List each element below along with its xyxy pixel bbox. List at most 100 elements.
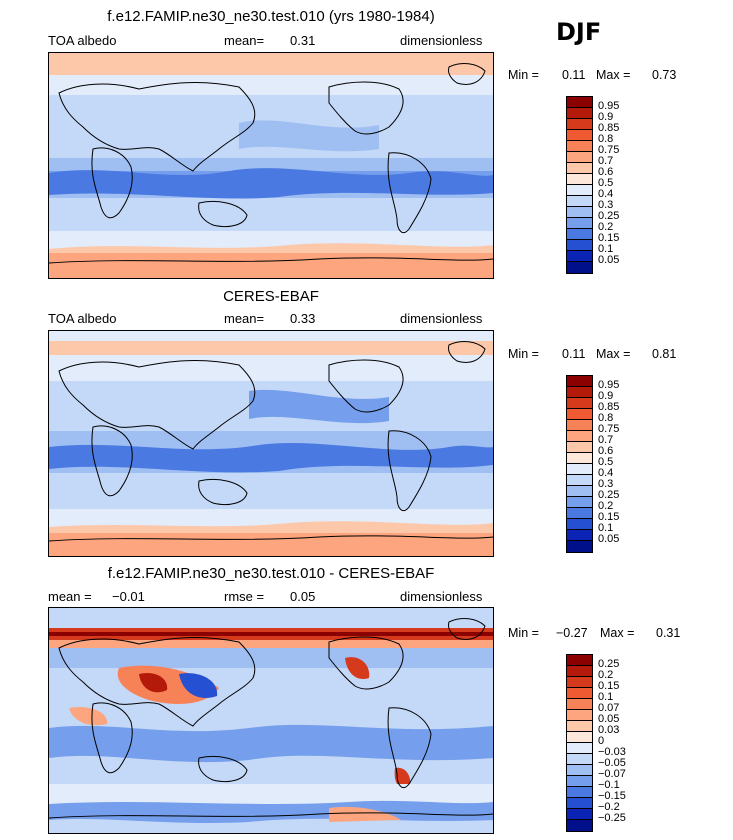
colorbar-label: −0.15 <box>598 790 626 802</box>
colorbar-swatch <box>567 240 592 251</box>
colorbar-label: 0.6 <box>598 166 614 178</box>
colorbar-swatch <box>567 732 592 743</box>
panel-field-label-obs: TOA albedo <box>48 311 117 326</box>
panel-mean-label-diff: mean = <box>48 589 92 604</box>
colorbar-label: 0.07 <box>598 702 620 714</box>
panel-min-value-model: 0.11 <box>562 68 586 82</box>
colorbar-swatch <box>567 787 592 798</box>
colorbar-swatch <box>567 497 592 508</box>
colorbar-label: 0.25 <box>598 489 620 501</box>
colorbar-swatch <box>567 251 592 262</box>
colorbar-label: −0.1 <box>598 779 620 791</box>
panel-title-model: f.e12.FAMIP.ne30_ne30.test.010 (yrs 1980… <box>107 8 435 25</box>
colorbar-swatch <box>567 743 592 754</box>
colorbar-swatch <box>567 229 592 240</box>
map-model-field <box>49 53 493 278</box>
map-diff <box>48 607 494 834</box>
colorbar-swatch <box>567 798 592 809</box>
colorbar-swatch <box>567 655 592 666</box>
colorbar-swatch <box>567 688 592 699</box>
colorbar-diff: 0.25 0.2 0.15 0.1 0.07 0.05 0.03 0 −0.03 −0.05 −0.… <box>566 654 646 832</box>
colorbar-label: 0.05 <box>598 533 620 545</box>
colorbar-swatch <box>567 174 592 185</box>
panel-units-obs: dimensionless <box>400 311 483 326</box>
colorbar-swatch <box>567 420 592 431</box>
colorbar-label: 0.7 <box>598 155 614 167</box>
panel-max-value-obs: 0.81 <box>652 347 677 361</box>
colorbar-label: 0.95 <box>598 100 620 112</box>
colorbar-label: 0 <box>598 735 605 747</box>
colorbar-swatch <box>567 141 592 152</box>
colorbar-swatch <box>567 754 592 765</box>
colorbar-label: 0.3 <box>598 199 614 211</box>
colorbar-swatch <box>567 97 592 108</box>
panel-mean-value-diff: −0.01 <box>112 589 145 604</box>
colorbar-label: 0.5 <box>598 177 614 189</box>
colorbar-swatch <box>567 699 592 710</box>
colorbar-label: 0.4 <box>598 188 614 200</box>
colorbar-swatch <box>567 398 592 409</box>
panel-field-label-model: TOA albedo <box>48 33 117 48</box>
colorbar-swatch <box>567 530 592 541</box>
colorbar-obs: 0.95 0.9 0.85 0.8 0.75 0.7 0.6 0.5 0.4 0.3 0.25 0.2… <box>566 375 646 553</box>
colorbar-swatch <box>567 387 592 398</box>
panel-min-value-obs: 0.11 <box>562 347 586 361</box>
colorbar-swatch <box>567 776 592 787</box>
colorbar-label: −0.2 <box>598 801 620 813</box>
colorbar-swatch <box>567 677 592 688</box>
colorbar-swatch <box>567 710 592 721</box>
colorbar-label: 0.03 <box>598 724 620 736</box>
panel-max-label-diff: Max = <box>600 626 635 640</box>
panel-max-value-model: 0.73 <box>652 68 677 82</box>
panel-max-value-diff: 0.31 <box>656 626 681 640</box>
colorbar-swatch <box>567 207 592 218</box>
colorbar-swatch <box>567 409 592 420</box>
colorbar-label: 0.3 <box>598 478 614 490</box>
colorbar-label: 0.8 <box>598 412 614 424</box>
colorbar-swatch <box>567 185 592 196</box>
colorbar-swatch <box>567 431 592 442</box>
panel-units-diff: dimensionless <box>400 589 483 604</box>
colorbar-label: −0.03 <box>598 746 626 758</box>
map-model <box>48 52 494 279</box>
colorbar-label: 0.05 <box>598 254 620 266</box>
map-obs <box>48 330 494 557</box>
colorbar-label: 0.8 <box>598 133 614 145</box>
colorbar-label: 0.1 <box>598 243 614 255</box>
colorbar-swatch <box>567 163 592 174</box>
colorbar-swatch <box>567 119 592 130</box>
panel-mean-label-obs: mean= <box>224 311 265 326</box>
colorbar-swatch <box>567 666 592 677</box>
colorbar-label: 0.95 <box>598 379 620 391</box>
panel-units-model: dimensionless <box>400 33 483 48</box>
map-obs-field <box>49 331 493 556</box>
colorbar-label: 0.2 <box>598 221 614 233</box>
colorbar-swatch <box>567 453 592 464</box>
colorbar-label: 0.15 <box>598 232 620 244</box>
panel-min-value-diff: −0.27 <box>556 626 588 640</box>
colorbar-label: 0.85 <box>598 401 620 413</box>
colorbar-swatch <box>567 820 592 831</box>
colorbar-swatch <box>567 541 592 552</box>
colorbar-label: 0.1 <box>598 522 614 534</box>
colorbar-swatch <box>567 376 592 387</box>
colorbar-swatch <box>567 108 592 119</box>
colorbar-swatch <box>567 218 592 229</box>
colorbar-swatch <box>567 464 592 475</box>
colorbar-label: 0.15 <box>598 511 620 523</box>
colorbar-label: 0.2 <box>598 500 614 512</box>
colorbar-label: 0.9 <box>598 111 614 123</box>
colorbar-label: 0.85 <box>598 122 620 134</box>
coastlines-obs <box>49 341 493 542</box>
colorbar-model: 0.95 0.9 0.85 0.8 0.75 0.7 0.6 0.5 0.4 0.3 0.25 0.2… <box>566 96 646 274</box>
colorbar-swatch <box>567 508 592 519</box>
coastlines-model <box>49 63 493 264</box>
panel-mean-value-model: 0.31 <box>290 33 316 48</box>
colorbar-label: 0.6 <box>598 445 614 457</box>
colorbar-swatch <box>567 486 592 497</box>
colorbar-swatch <box>567 809 592 820</box>
season-label: DJF <box>556 18 602 46</box>
colorbar-label: 0.7 <box>598 434 614 446</box>
colorbar-boxes <box>566 96 593 274</box>
coastlines-diff <box>49 618 493 819</box>
